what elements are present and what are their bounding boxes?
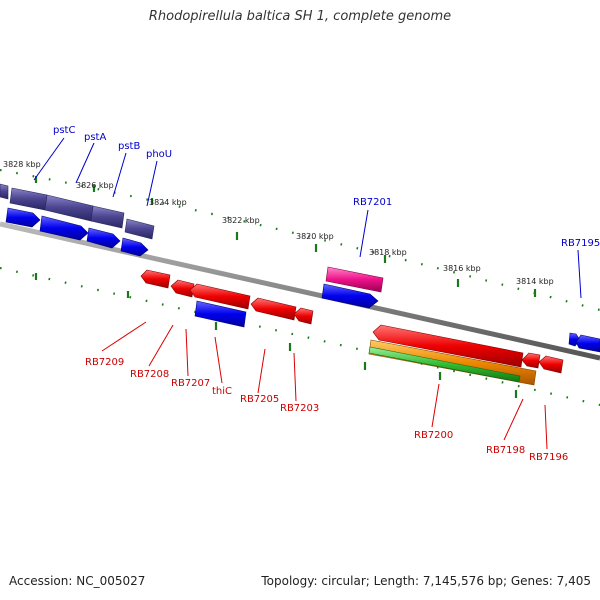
label-RB7209[interactable]: RB7209 bbox=[85, 357, 124, 368]
scale-label-3814: 3814 kbp bbox=[516, 277, 554, 286]
gene-rev-1 bbox=[140, 269, 171, 289]
reverse-genes bbox=[140, 269, 564, 374]
label-pstC[interactable]: pstC bbox=[53, 125, 75, 136]
gene-rev-2 bbox=[170, 279, 195, 298]
scale-label-3822: 3822 kbp bbox=[222, 216, 260, 225]
operon-row bbox=[0, 183, 155, 240]
forward-genes bbox=[5, 207, 600, 353]
label-thiC[interactable]: thiC bbox=[212, 386, 232, 397]
gene-operon-1 bbox=[0, 183, 9, 200]
gene-pstC-block bbox=[9, 187, 48, 211]
gene-RB7201-block bbox=[325, 266, 384, 293]
gene-rev-8 bbox=[538, 355, 564, 374]
gene-fwd-4 bbox=[120, 237, 149, 257]
scale-label-3818: 3818 kbp bbox=[369, 248, 407, 257]
accession-text: Accession: NC_005027 bbox=[9, 574, 146, 588]
label-RB7200[interactable]: RB7200 bbox=[414, 430, 453, 441]
label-RB7201[interactable]: RB7201 bbox=[353, 197, 392, 208]
scale-label-3816: 3816 kbp bbox=[443, 264, 481, 273]
upper-scale-track bbox=[0, 168, 600, 312]
gene-rev-5 bbox=[293, 307, 314, 325]
gene-fwd-7 bbox=[575, 334, 600, 353]
label-pstB[interactable]: pstB bbox=[118, 141, 140, 152]
map-title: Rhodopirellula baltica SH 1, complete ge… bbox=[148, 9, 452, 24]
scale-label-3826: 3826 kbp bbox=[76, 181, 114, 190]
label-RB7207[interactable]: RB7207 bbox=[171, 378, 210, 389]
scale-label-3820: 3820 kbp bbox=[296, 232, 334, 241]
gene-phoU-block bbox=[124, 218, 155, 240]
gene-pstA-block bbox=[44, 194, 94, 222]
label-RB7198[interactable]: RB7198 bbox=[486, 445, 525, 456]
gene-rev-4 bbox=[250, 297, 297, 321]
label-phoU[interactable]: phoU bbox=[146, 149, 172, 160]
label-RB7196[interactable]: RB7196 bbox=[529, 452, 568, 463]
forward-leaders bbox=[33, 137, 582, 299]
reverse-leaders bbox=[101, 321, 548, 450]
label-pstA[interactable]: pstA bbox=[84, 132, 106, 143]
gene-thiC-block bbox=[194, 300, 247, 328]
gene-fwd-3 bbox=[86, 227, 121, 249]
gene-fwd-5 bbox=[321, 283, 379, 309]
gene-pstB-block bbox=[90, 205, 125, 229]
label-RB7203[interactable]: RB7203 bbox=[280, 403, 319, 414]
label-RB7208[interactable]: RB7208 bbox=[130, 369, 169, 380]
gene-RB7198-green bbox=[368, 346, 521, 383]
gene-rev-6 bbox=[372, 324, 524, 368]
scale-label-3824: 3824 kbp bbox=[149, 198, 187, 207]
gene-fwd-1 bbox=[5, 207, 41, 228]
scale-label-3828: 3828 kbp bbox=[3, 160, 41, 169]
genome-backbone bbox=[0, 221, 600, 361]
gene-rev-7 bbox=[521, 352, 541, 369]
major-ticks bbox=[34, 176, 537, 398]
genome-summary-text: Topology: circular; Length: 7,145,576 bp… bbox=[261, 574, 591, 588]
gene-fwd-2 bbox=[39, 215, 89, 241]
label-RB7195[interactable]: RB7195 bbox=[561, 238, 600, 249]
label-RB7205[interactable]: RB7205 bbox=[240, 394, 279, 405]
gene-rev-3 bbox=[189, 283, 251, 310]
